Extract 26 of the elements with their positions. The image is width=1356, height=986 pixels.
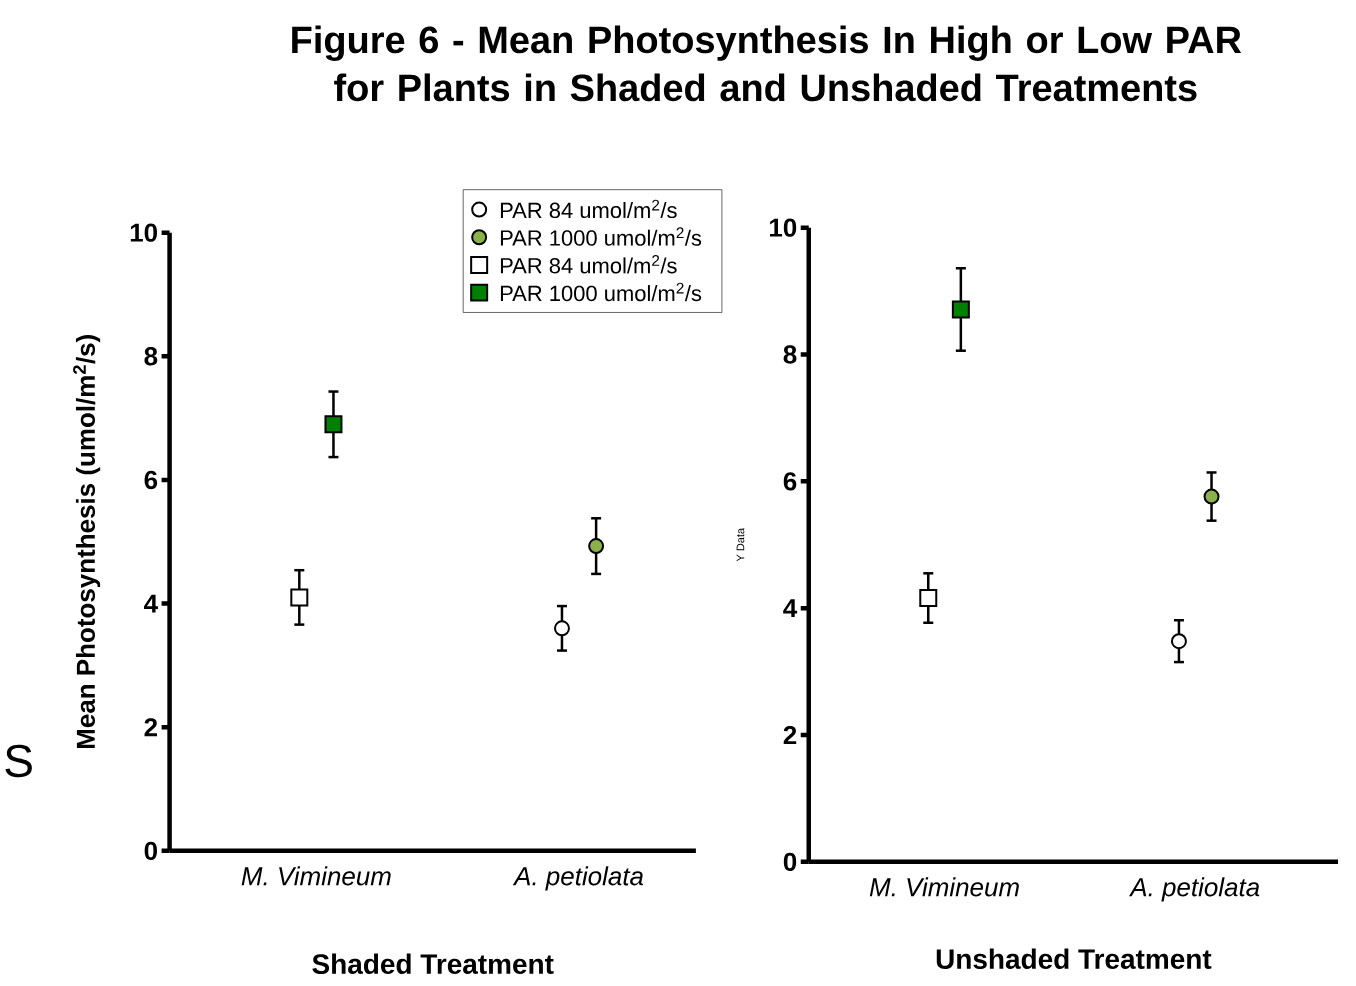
x-axis-title: Unshaded Treatment <box>936 948 1212 970</box>
y-tick-label: 2 <box>783 726 797 745</box>
x-axis-title: Shaded Treatment <box>312 953 554 975</box>
x-tick-label: A. petiolata <box>512 866 644 891</box>
y-tick-label: 10 <box>130 223 157 243</box>
y-tick-label: 0 <box>783 852 797 872</box>
y-tick-label: 6 <box>144 470 158 490</box>
y-axis-title: Mean Photosynthesis (umol/m$^{2}$/s) <box>73 335 101 749</box>
legend-label: PAR 84 umol/m$^{2}$/s <box>500 255 677 274</box>
y-tick-label: 10 <box>769 218 797 238</box>
y-tick-label: 4 <box>783 599 798 618</box>
x-tick-label: M. Vimineum <box>869 877 1019 897</box>
y-tick-label: 0 <box>144 841 157 861</box>
y-tick-label: 2 <box>144 718 158 737</box>
y-tick-label: 6 <box>783 472 797 491</box>
x-tick-label: M. Vimineum <box>241 866 391 886</box>
y-tick-label: 4 <box>144 594 158 613</box>
legend-label: PAR 1000 umol/m$^{2}$/s <box>500 227 702 246</box>
text: S <box>5 744 32 778</box>
y-tick-label: 8 <box>144 347 158 366</box>
y-tick-label: 8 <box>783 345 797 364</box>
x-tick-label: A. petiolata <box>1129 877 1260 902</box>
legend-label: PAR 84 umol/m$^{2}$/s <box>500 199 677 219</box>
y-axis-title: Y Data <box>736 528 745 562</box>
legend-label: PAR 1000 umol/m$^{2}$/s <box>500 282 702 302</box>
chart-title: Figure 6 - Mean Photosynthesis In High or Low PAR for Plants in Shaded and Unshaded Treatments <box>292 25 1242 102</box>
